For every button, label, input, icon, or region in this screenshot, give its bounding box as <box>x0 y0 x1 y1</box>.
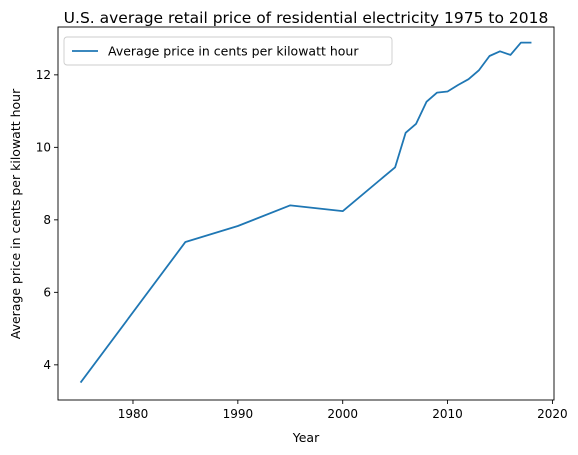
y-tick-label: 12 <box>36 68 51 82</box>
x-tick-label: 2000 <box>327 407 358 421</box>
x-tick-label: 2010 <box>432 407 463 421</box>
x-axis-label: Year <box>292 430 320 445</box>
y-tick-label: 10 <box>36 140 51 154</box>
legend-box <box>63 36 393 66</box>
y-tick-label: 6 <box>43 285 51 299</box>
axis-ticks: 1980 1990 2000 2010 2020 4 6 8 10 12 <box>36 68 568 421</box>
chart-title: U.S. average retail price of residential… <box>64 9 549 27</box>
y-axis-label: Average price in cents per kilowatt hour <box>8 88 23 339</box>
y-tick-label: 4 <box>43 358 51 372</box>
y-tick-label: 8 <box>43 213 51 227</box>
x-tick-label: 1980 <box>118 407 149 421</box>
x-tick-label: 2020 <box>537 407 568 421</box>
series-line-average-price <box>79 41 532 384</box>
x-tick-label: 1990 <box>223 407 254 421</box>
plot-frame <box>57 26 555 401</box>
legend: Average price in cents per kilowatt hour <box>63 36 393 66</box>
legend-label: Average price in cents per kilowatt hour <box>108 44 359 59</box>
